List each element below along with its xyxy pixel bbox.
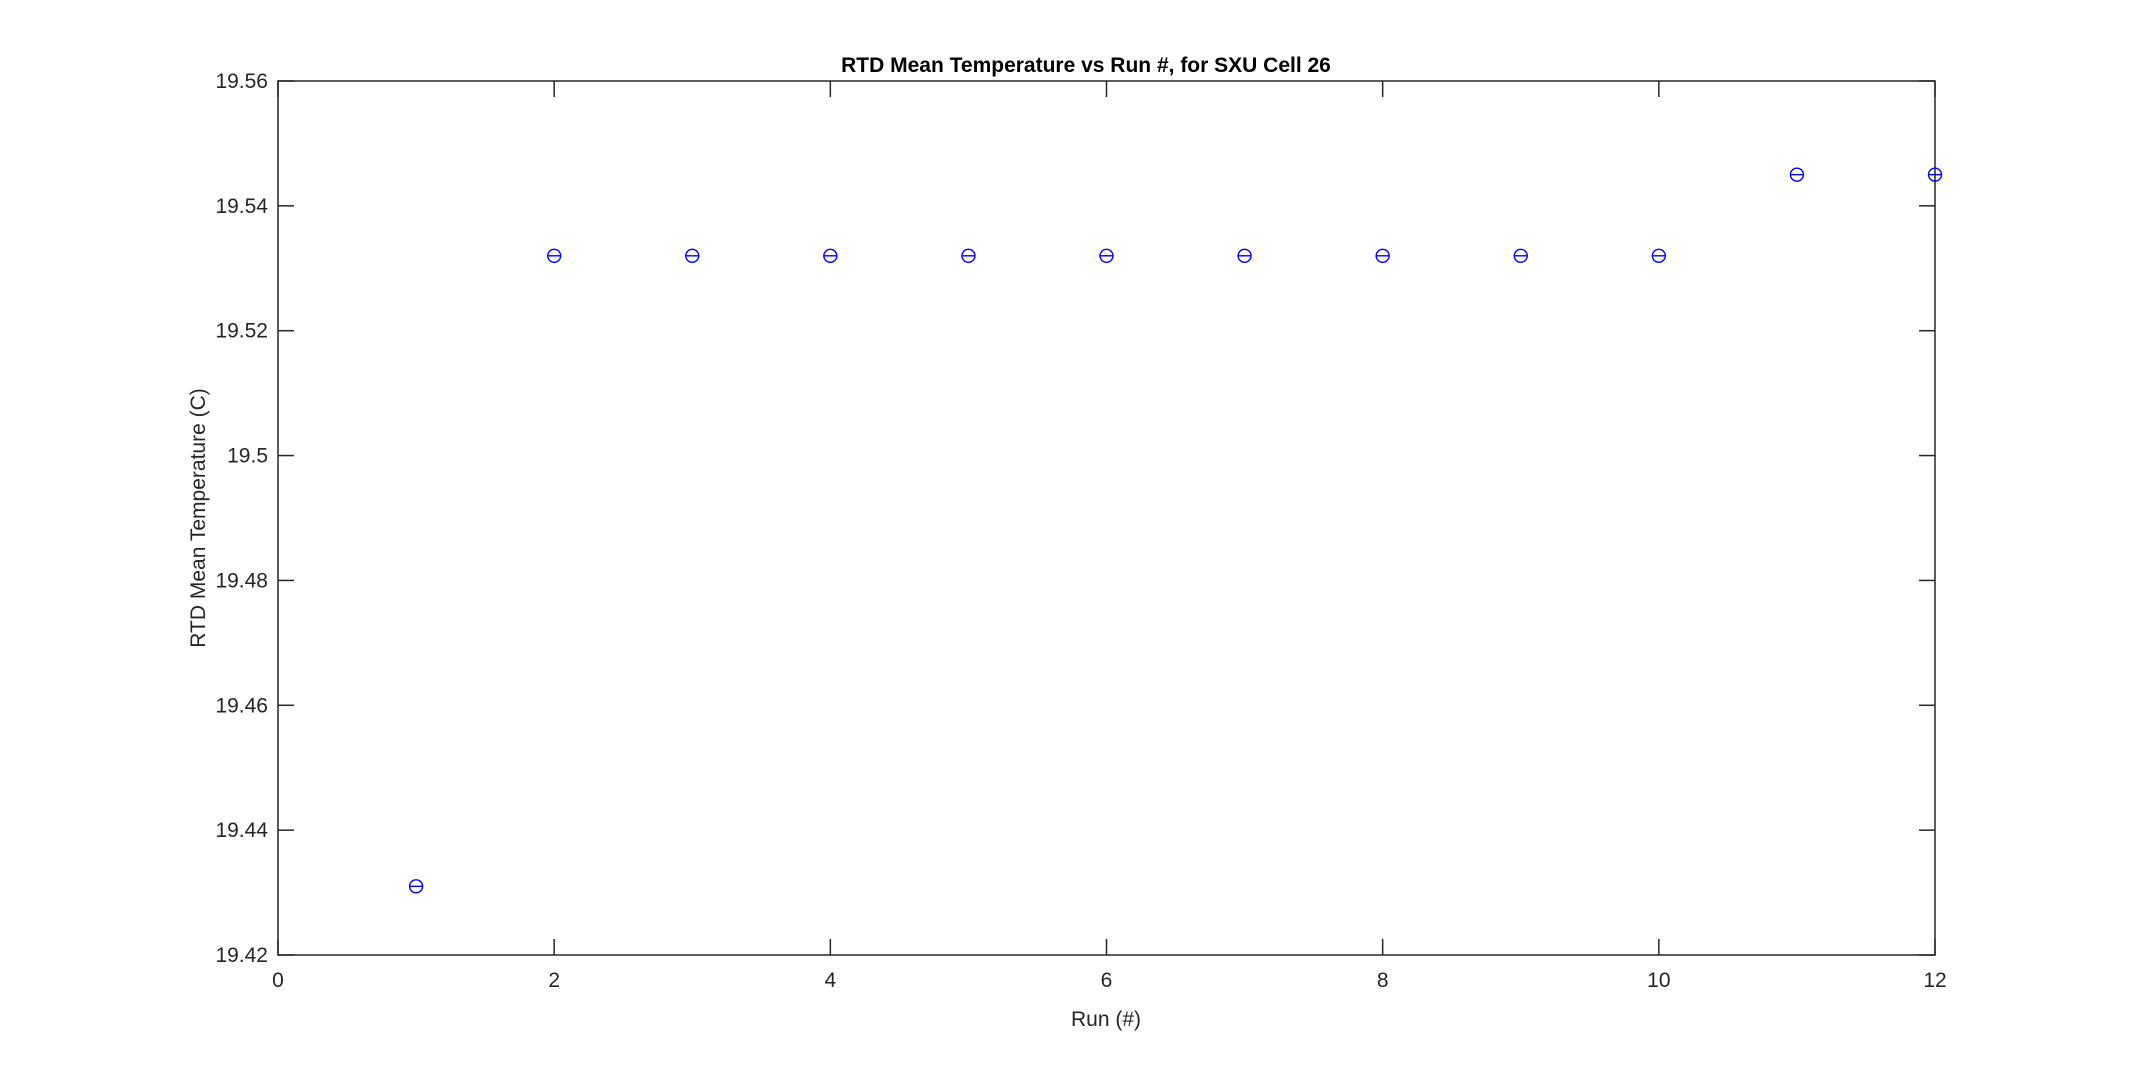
y-tick-label: 19.52 [215,320,268,343]
x-tick-label: 4 [824,969,836,992]
y-tick-label: 19.56 [215,70,268,93]
data-point [961,248,976,264]
x-axis-label: Run (#) [1071,1008,1141,1031]
x-tick-label: 0 [272,969,284,992]
chart-title: RTD Mean Temperature vs Run #, for SXU C… [841,54,1331,77]
y-tick-label: 19.42 [215,944,268,967]
y-tick-label: 19.48 [215,569,268,592]
data-point [1375,248,1390,264]
x-tick-label: 2 [548,969,560,992]
x-tick-label: 12 [1923,969,1946,992]
data-point [1651,248,1667,264]
data-point [1789,167,1805,182]
data-points [408,167,1943,894]
y-tick-label: 19.44 [215,819,268,842]
data-point [823,248,838,264]
ticks: 0 2 4 6 8 10 12 19.42 19.44 19.46 19.48 19.5 19.52 19… [215,70,1946,992]
data-point [1099,248,1114,264]
x-tick-label: 6 [1101,969,1113,992]
y-tick-label: 19.54 [215,195,268,218]
data-point [1927,167,1943,182]
data-point [408,879,424,894]
y-axis-label: RTD Mean Temperature (C) [187,388,210,647]
data-point [546,248,562,264]
x-tick-label: 10 [1647,969,1670,992]
x-tick-label: 8 [1377,969,1389,992]
data-point [1237,248,1252,264]
data-point [685,248,700,264]
plot-area [277,80,1936,956]
y-tick-label: 19.46 [215,694,268,717]
y-tick-label: 19.5 [227,445,268,468]
data-point [1513,248,1528,264]
